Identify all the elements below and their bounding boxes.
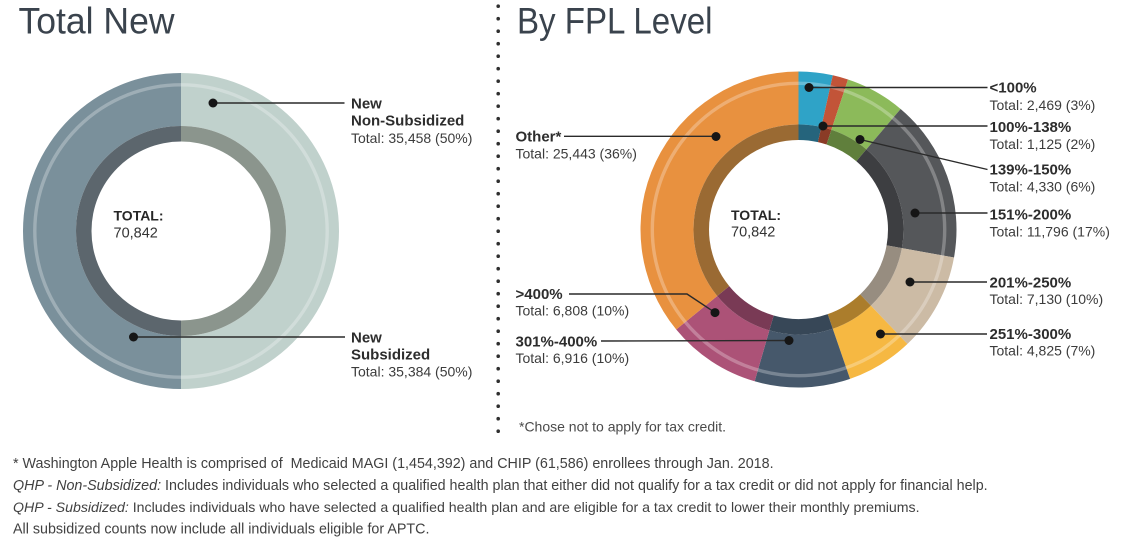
svg-text:QHP - Subsidized: Includes ind: QHP - Subsidized: Includes individuals w… [13,499,920,515]
svg-text:139%-150%: 139%-150% [990,162,1072,179]
svg-text:QHP - Non-Subsidized: Includes: QHP - Non-Subsidized: Includes individua… [13,478,988,494]
svg-text:Total: 6,916 (10%): Total: 6,916 (10%) [516,350,630,366]
svg-text:Total: 35,384 (50%): Total: 35,384 (50%) [351,363,472,379]
svg-text:TOTAL:: TOTAL: [114,208,164,224]
svg-text:New: New [351,329,382,346]
svg-text:Total: 6,808 (10%): Total: 6,808 (10%) [516,302,630,318]
svg-text:70,842: 70,842 [731,225,775,241]
svg-text:251%-300%: 251%-300% [990,326,1072,343]
svg-text:Total: 25,443 (36%): Total: 25,443 (36%) [516,146,637,162]
svg-text:All subsidized counts now incl: All subsidized counts now include all in… [13,522,429,538]
svg-text:Total: 4,825 (7%): Total: 4,825 (7%) [990,343,1096,359]
svg-text:By FPL Level: By FPL Level [517,0,713,41]
svg-text:Other*: Other* [516,129,562,146]
svg-text:*Chose not to apply for tax cr: *Chose not to apply for tax credit. [519,419,726,435]
svg-text:>400%: >400% [516,286,563,303]
svg-text:Total: 1,125 (2%): Total: 1,125 (2%) [990,136,1096,152]
svg-text:100%-138%: 100%-138% [990,119,1072,136]
svg-text:Non-Subsidized: Non-Subsidized [351,113,464,130]
svg-text:201%-250%: 201%-250% [990,274,1072,291]
svg-text:Total: 7,130 (10%): Total: 7,130 (10%) [990,291,1104,307]
svg-text:Subsidized: Subsidized [351,346,430,363]
svg-text:Total: 35,458 (50%): Total: 35,458 (50%) [351,130,472,146]
svg-text:70,842: 70,842 [114,225,158,241]
svg-text:Total: 2,469 (3%): Total: 2,469 (3%) [990,97,1096,113]
svg-text:TOTAL:: TOTAL: [731,207,781,223]
svg-text:New: New [351,95,382,112]
svg-text:151%-200%: 151%-200% [990,206,1072,223]
svg-text:* Washington Apple Health is c: * Washington Apple Health is comprised o… [13,456,774,472]
svg-text:Total: 4,330 (6%): Total: 4,330 (6%) [990,179,1096,195]
svg-text:<100%: <100% [990,80,1037,97]
svg-text:Total: 11,796 (17%): Total: 11,796 (17%) [990,223,1110,239]
svg-text:Total New: Total New [19,0,175,41]
svg-text:301%-400%: 301%-400% [516,334,598,351]
